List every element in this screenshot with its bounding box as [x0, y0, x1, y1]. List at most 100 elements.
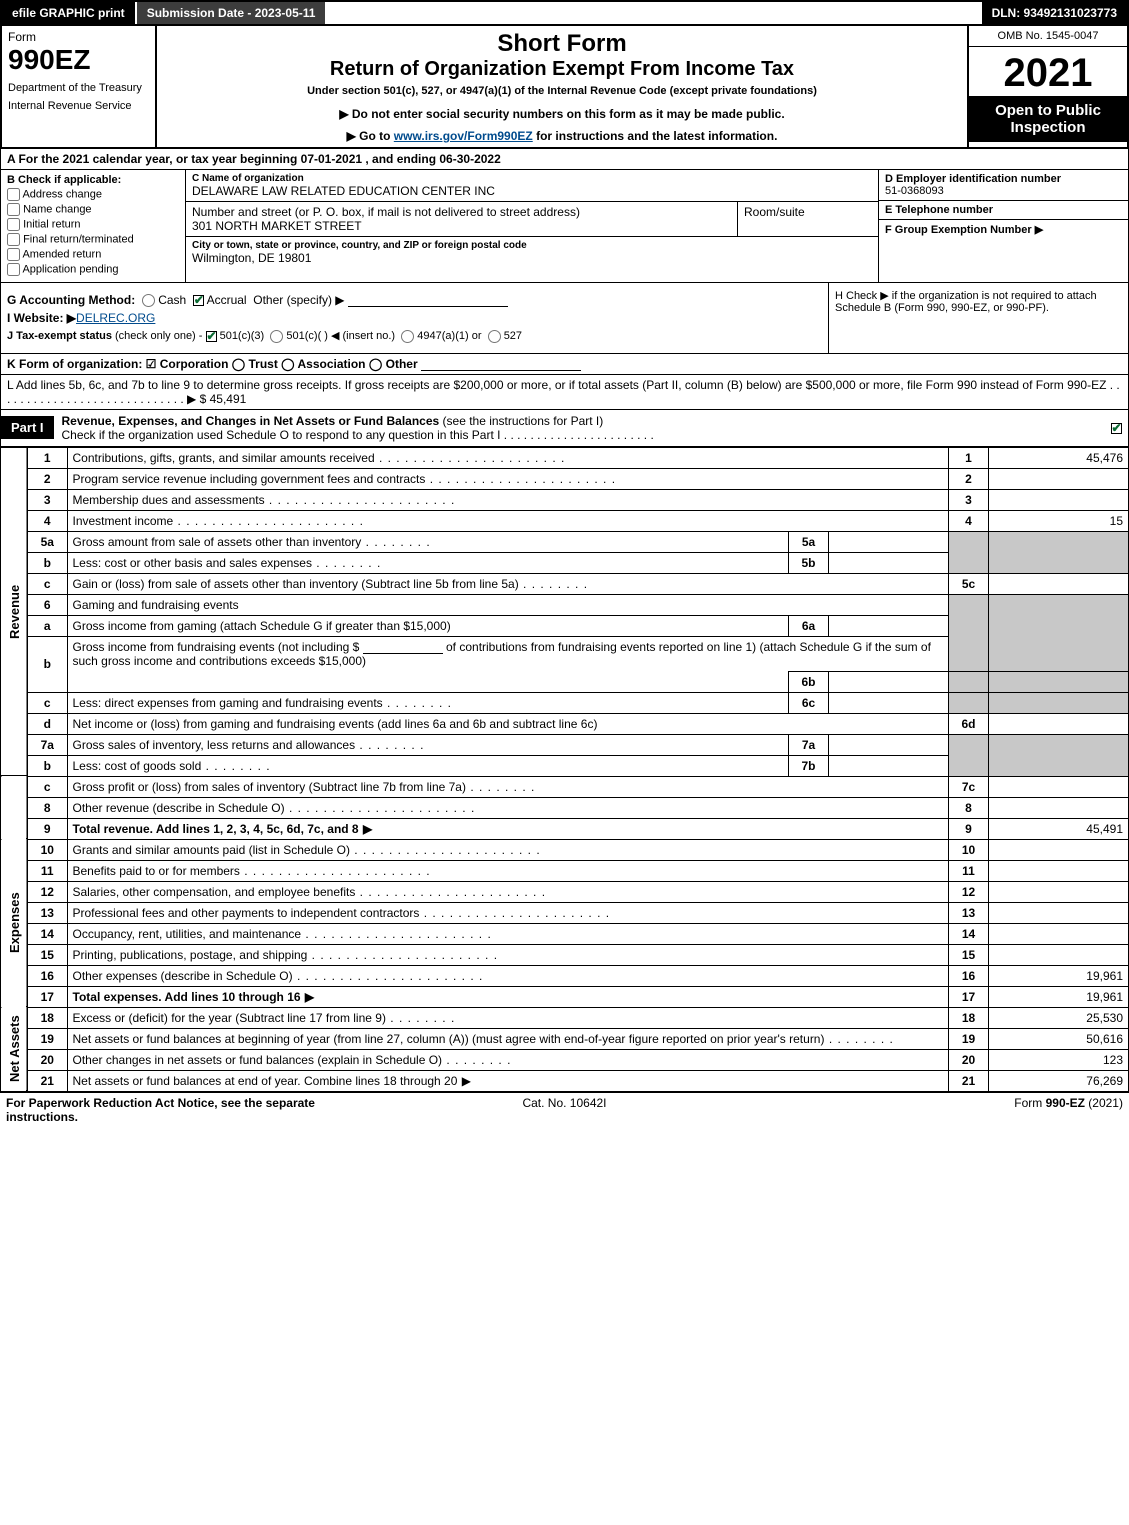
chk-application-pending[interactable]: Application pending [7, 263, 179, 276]
chk-amended-return[interactable]: Amended return [7, 248, 179, 261]
grey-5ab [949, 531, 989, 573]
header-right: OMB No. 1545-0047 2021 Open to Public In… [967, 26, 1127, 147]
i-label: I Website: ▶ [7, 311, 76, 325]
line-6-num: 6 [27, 594, 67, 615]
chk-501c3[interactable] [206, 331, 217, 342]
goto-pre: ▶ Go to [347, 129, 394, 143]
line-11-num: 11 [27, 860, 67, 881]
line-6c-subval [829, 692, 949, 713]
line-5a-num: 5a [27, 531, 67, 552]
page-footer: For Paperwork Reduction Act Notice, see … [0, 1092, 1129, 1127]
other-specify-label: Other (specify) ▶ [253, 293, 344, 307]
chk-final-return-box[interactable] [7, 233, 20, 246]
tax-exempt-line: J Tax-exempt status (check only one) - 5… [7, 329, 822, 343]
dln-label: DLN: 93492131023773 [982, 2, 1127, 24]
line-10-desc: Grants and similar amounts paid (list in… [67, 839, 949, 860]
line-2-col: 2 [949, 468, 989, 489]
line-20-amt: 123 [989, 1049, 1129, 1070]
line-6b-subval [829, 671, 949, 692]
col-b-checkboxes: B Check if applicable: Address change Na… [1, 170, 186, 282]
line-11-desc: Benefits paid to or for members [67, 860, 949, 881]
chk-amended-return-box[interactable] [7, 248, 20, 261]
section-ghij: G Accounting Method: Cash Accrual Other … [0, 283, 1129, 354]
radio-4947[interactable] [401, 330, 414, 343]
return-title: Return of Organization Exempt From Incom… [165, 58, 959, 81]
row-a-text: A For the 2021 calendar year, or tax yea… [7, 152, 501, 166]
room-suite-label: Room/suite [744, 205, 872, 219]
submission-date-label: Submission Date - 2023-05-11 [135, 2, 326, 24]
irs-link[interactable]: www.irs.gov/Form990EZ [394, 129, 533, 143]
line-2-amt [989, 468, 1129, 489]
line-12-amt [989, 881, 1129, 902]
line-10-num: 10 [27, 839, 67, 860]
line-9-desc: Total revenue. Add lines 1, 2, 3, 4, 5c,… [67, 818, 949, 839]
row-a-tax-year: A For the 2021 calendar year, or tax yea… [0, 149, 1129, 170]
line-12-num: 12 [27, 881, 67, 902]
part-1-schedule-o-check[interactable] [1104, 421, 1128, 435]
chk-final-return[interactable]: Final return/terminated [7, 233, 179, 246]
part-1-title: Revenue, Expenses, and Changes in Net As… [54, 410, 1104, 446]
grey-5ab-amt [989, 531, 1129, 573]
chk-name-change-label: Name change [23, 203, 92, 215]
chk-address-change-box[interactable] [7, 188, 20, 201]
line-5b-desc: Less: cost or other basis and sales expe… [67, 552, 789, 573]
line-6a-subval [829, 615, 949, 636]
line-15-col: 15 [949, 944, 989, 965]
chk-name-change-box[interactable] [7, 203, 20, 216]
line-14-col: 14 [949, 923, 989, 944]
line-6b-blank[interactable] [363, 653, 443, 654]
omb-number: OMB No. 1545-0047 [969, 26, 1127, 47]
line-7b-desc: Less: cost of goods sold [67, 755, 789, 776]
line-5c-col: 5c [949, 573, 989, 594]
footer-right-bold: 990-EZ [1046, 1096, 1085, 1110]
h-box: H Check ▶ if the organization is not req… [828, 283, 1128, 353]
grey-6c-amt [989, 692, 1129, 713]
short-form-title: Short Form [165, 30, 959, 58]
line-20-desc: Other changes in net assets or fund bala… [67, 1049, 949, 1070]
line-6a-desc: Gross income from gaming (attach Schedul… [67, 615, 789, 636]
radio-accrual[interactable] [193, 295, 204, 306]
line-14-desc: Occupancy, rent, utilities, and maintena… [67, 923, 949, 944]
group-exemption-row: F Group Exemption Number ▶ [879, 220, 1128, 282]
chk-name-change[interactable]: Name change [7, 203, 179, 216]
k-row: K Form of organization: ☑ Corporation ◯ … [0, 354, 1129, 375]
part-1-title-bold: Revenue, Expenses, and Changes in Net As… [62, 414, 440, 428]
line-5b-num: b [27, 552, 67, 573]
cash-label: Cash [158, 293, 186, 307]
efile-print-label[interactable]: efile GRAPHIC print [2, 2, 135, 24]
other-specify-blank[interactable] [348, 306, 508, 307]
chk-initial-return-box[interactable] [7, 218, 20, 231]
org-city-value: Wilmington, DE 19801 [192, 251, 872, 265]
radio-cash[interactable] [142, 294, 155, 307]
chk-application-pending-box[interactable] [7, 263, 20, 276]
line-10-amt [989, 839, 1129, 860]
org-city-label: City or town, state or province, country… [192, 240, 872, 251]
line-4-desc: Investment income [67, 510, 949, 531]
footer-cat-no: Cat. No. 10642I [378, 1096, 750, 1124]
line-6b-desc1: Gross income from fundraising events (no… [67, 636, 949, 671]
line-7c-col: 7c [949, 776, 989, 797]
org-name-value: DELAWARE LAW RELATED EDUCATION CENTER IN… [192, 184, 872, 198]
ghij-left: G Accounting Method: Cash Accrual Other … [1, 283, 828, 353]
topbar-spacer [325, 2, 981, 24]
line-6b-num: b [27, 636, 67, 692]
ein-row: D Employer identification number 51-0368… [879, 170, 1128, 201]
line-8-num: 8 [27, 797, 67, 818]
line-8-col: 8 [949, 797, 989, 818]
lbl-501c: 501(c)( ) ◀ (insert no.) [286, 330, 395, 342]
line-7c-num: c [27, 776, 67, 797]
k-other-blank[interactable] [421, 370, 581, 371]
line-7a-num: 7a [27, 734, 67, 755]
line-11-col: 11 [949, 860, 989, 881]
website-link[interactable]: DELREC.ORG [76, 311, 155, 325]
chk-address-change[interactable]: Address change [7, 188, 179, 201]
footer-right-pre: Form [1014, 1096, 1045, 1110]
line-21-col: 21 [949, 1070, 989, 1091]
line-3-col: 3 [949, 489, 989, 510]
radio-527[interactable] [488, 330, 501, 343]
chk-initial-return[interactable]: Initial return [7, 218, 179, 231]
line-14-num: 14 [27, 923, 67, 944]
radio-501c[interactable] [270, 330, 283, 343]
line-6b-spacer [67, 671, 789, 692]
j-label: J Tax-exempt status [7, 330, 112, 342]
